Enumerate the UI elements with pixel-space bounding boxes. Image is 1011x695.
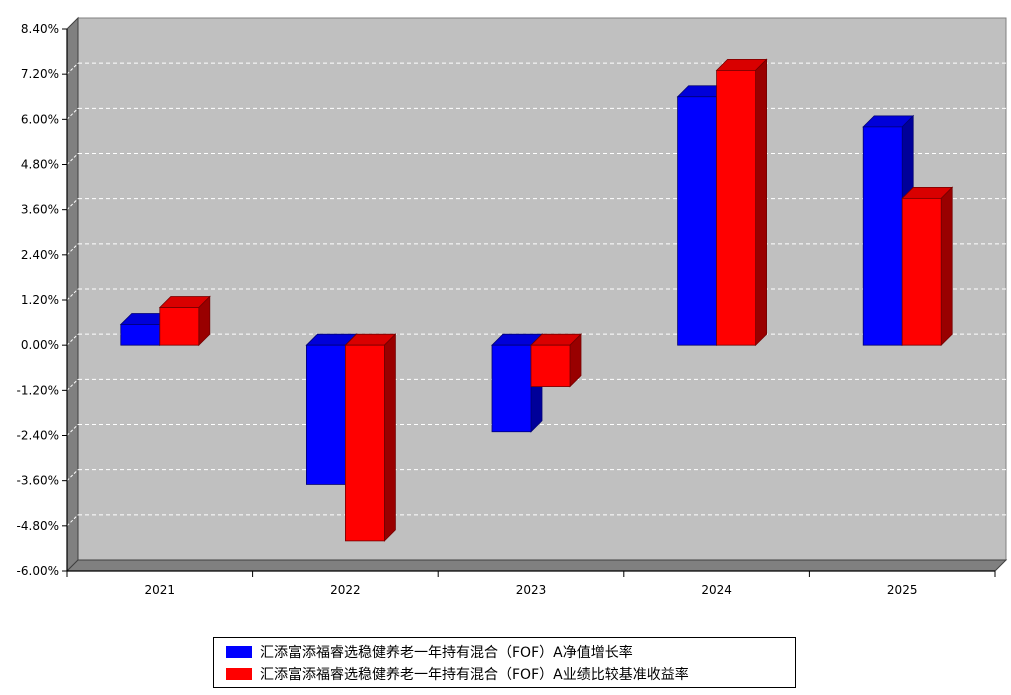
bar-front-face (901, 197, 942, 346)
y-tick-label: -3.60% (17, 474, 59, 488)
bar-red-2023 (530, 333, 582, 388)
legend: 汇添富添福睿选稳健养老一年持有混合（FOF）A净值增长率 汇添富添福睿选稳健养老… (213, 637, 796, 688)
bar-red-2021 (158, 295, 211, 347)
bar-red-2025 (901, 186, 954, 347)
grid-line-side (66, 469, 79, 482)
legend-label-0: 汇添富添福睿选稳健养老一年持有混合（FOF）A净值增长率 (260, 645, 633, 661)
bars (119, 58, 954, 542)
grid-line-side (66, 424, 79, 436)
grid-line-side (66, 62, 79, 75)
bar-front-face (120, 324, 161, 346)
y-tick-label: 2.40% (21, 248, 59, 262)
grid-line-side (66, 333, 79, 346)
bar-front-face (677, 96, 717, 346)
bar-front-face (159, 307, 200, 346)
y-tick-label: 3.60% (21, 203, 59, 217)
bar-red-2022 (344, 333, 397, 542)
bar-front-face (716, 70, 756, 346)
grid-line-side (66, 288, 79, 301)
x-tick-label: 2021 (145, 583, 176, 597)
grid-line-side (66, 243, 79, 256)
grid-lines (66, 62, 1006, 527)
y-tick-label: 7.20% (21, 67, 59, 81)
y-tick-label: 4.80% (21, 158, 59, 172)
bar-side-face (383, 333, 396, 542)
bar-front-face (862, 126, 903, 346)
bar-front-face (530, 344, 571, 387)
legend-label-1: 汇添富添福睿选稳健养老一年持有混合（FOF）A业绩比较基准收益率 (260, 667, 689, 683)
y-tick-label: 1.20% (21, 293, 59, 307)
legend-item-1: 汇添富添福睿选稳健养老一年持有混合（FOF）A业绩比较基准收益率 (226, 663, 689, 685)
legend-swatch-0 (226, 646, 252, 658)
bar-front-face (491, 344, 532, 433)
x-tick-label: 2024 (701, 583, 732, 597)
y-tick-label: 8.40% (21, 22, 59, 36)
grid-line-side (66, 378, 79, 391)
bar-front-face (344, 344, 385, 542)
grid-line-side (66, 153, 79, 165)
axes: 8.40% 7.20% 6.00% 4.80% 3.60% 2.40% 1.20% 0.00%… (17, 22, 996, 597)
legend-item-0: 汇添富添福睿选稳健养老一年持有混合（FOF）A净值增长率 (226, 641, 633, 663)
grid-line-side (66, 107, 79, 120)
y-tick-label: -2.40% (17, 429, 59, 443)
y-tick-label: -6.00% (17, 564, 59, 578)
plot-floor (65, 559, 1008, 572)
grid-line-side (66, 514, 79, 527)
bar-side-face (755, 58, 767, 347)
y-tick-label: 0.00% (21, 338, 59, 352)
bar-side-face (940, 186, 953, 347)
y-tick-label: -4.80% (17, 519, 59, 533)
bar-front-face (305, 344, 346, 485)
x-tick-label: 2022 (330, 583, 361, 597)
legend-swatch-1 (226, 668, 252, 680)
grid-line-side (66, 198, 79, 211)
y-tick-label: 6.00% (21, 112, 59, 126)
x-tick-label: 2023 (516, 583, 547, 597)
y-tick-label: -1.20% (17, 383, 59, 397)
bar-red-2024 (715, 58, 768, 347)
x-tick-label: 2025 (887, 583, 918, 597)
